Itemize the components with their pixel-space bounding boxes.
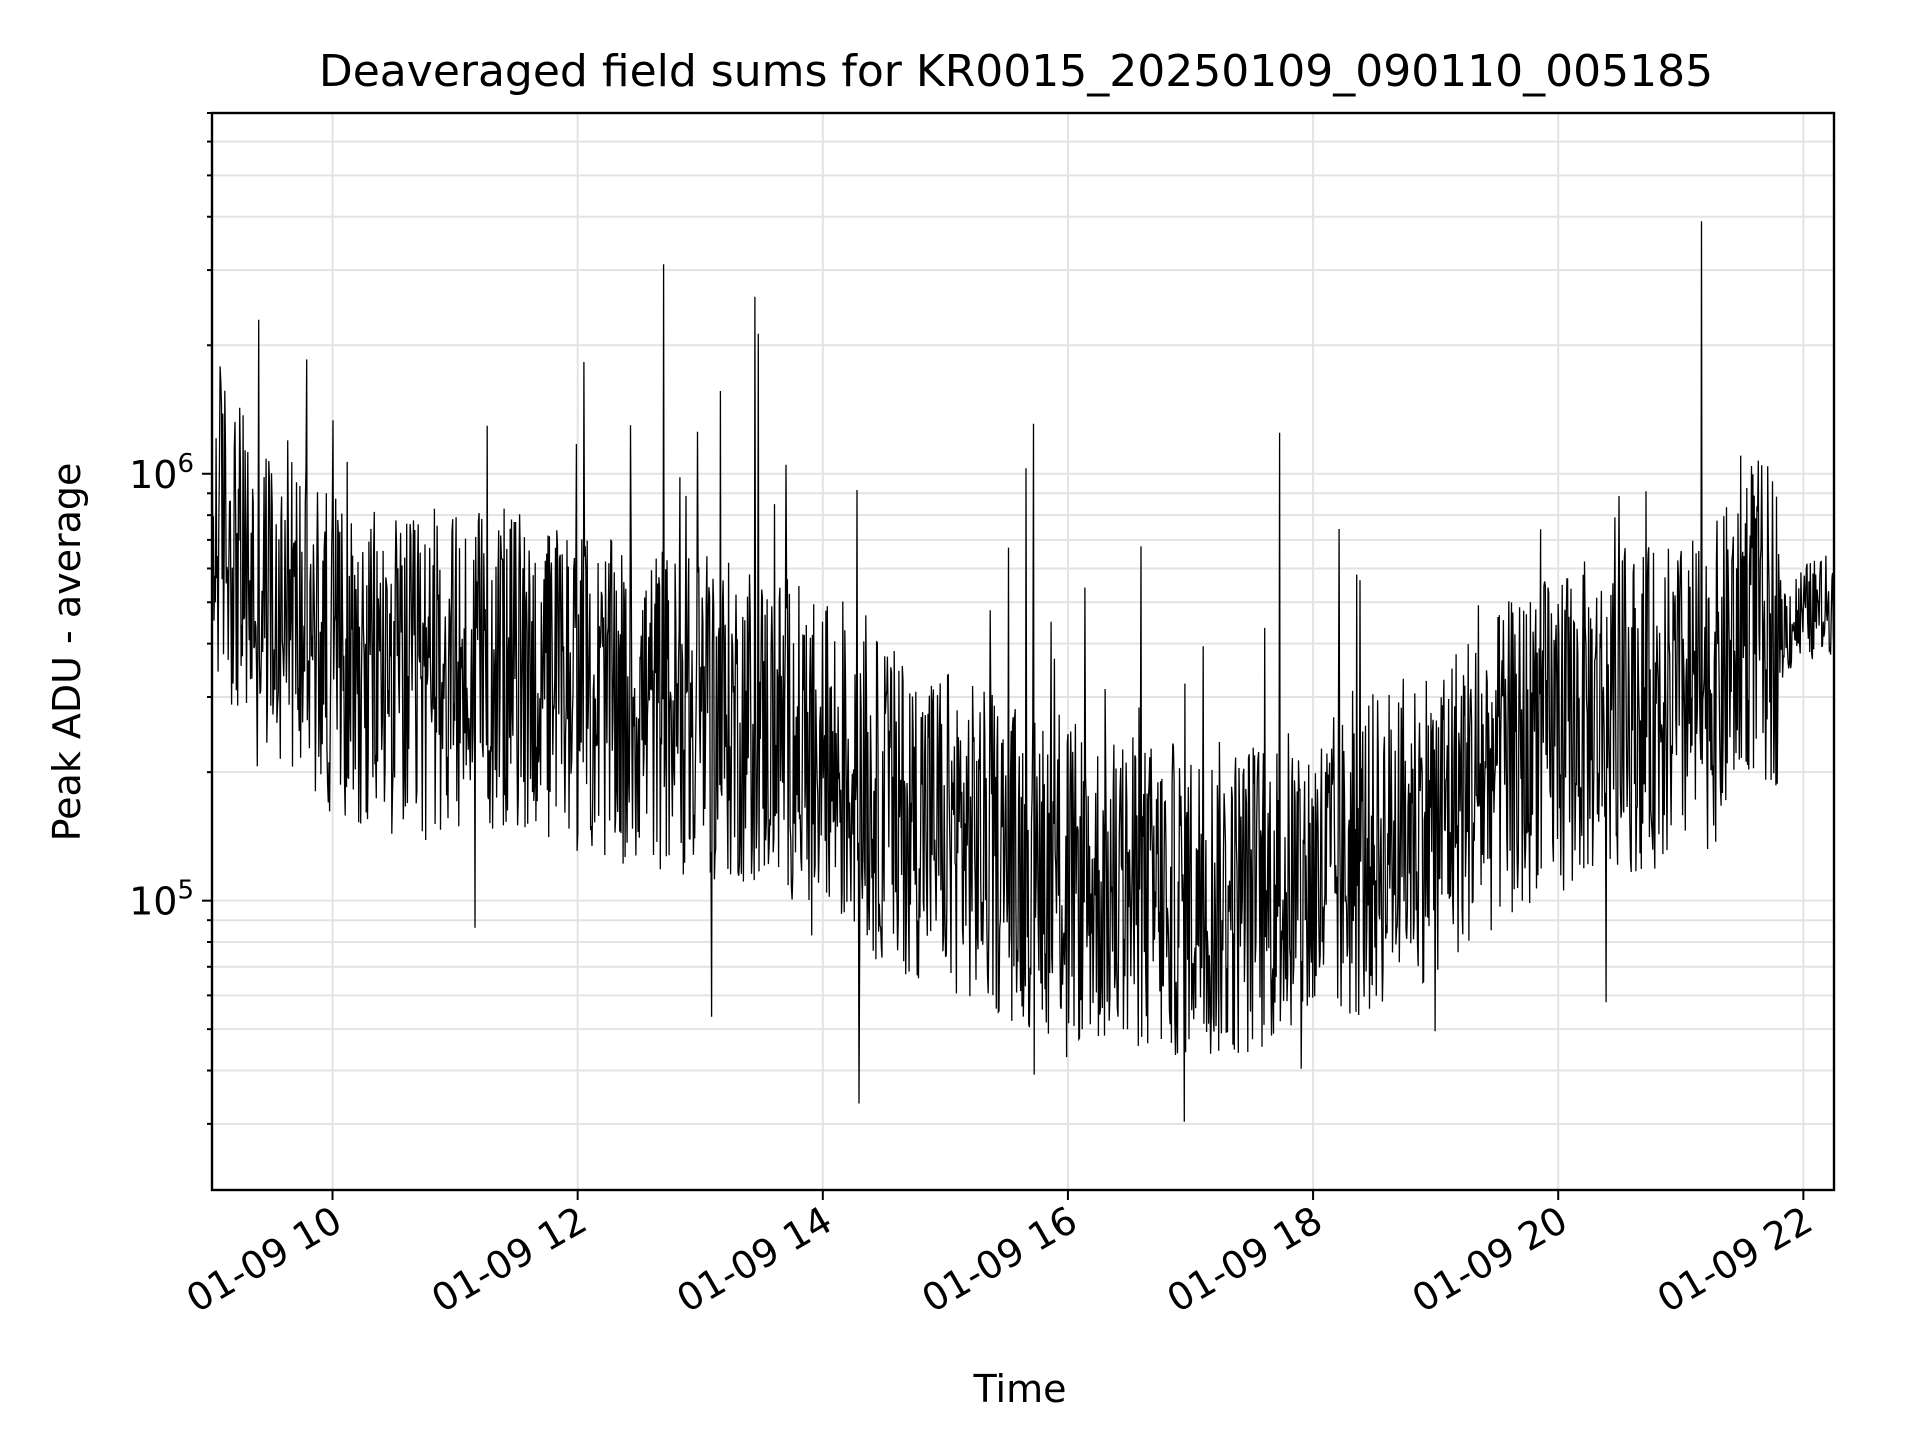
x-tick-label: 01-09 18 — [1160, 1198, 1330, 1322]
y-tick-label: 106 — [129, 449, 194, 497]
x-tick-label: 01-09 20 — [1405, 1198, 1575, 1322]
chart-title: Deaveraged field sums for KR0015_2025010… — [319, 46, 1713, 97]
x-tick-label: 01-09 12 — [424, 1198, 594, 1322]
series-line — [211, 221, 1835, 1122]
x-tick-label: 01-09 22 — [1650, 1198, 1820, 1322]
y-tick-label: 105 — [129, 876, 194, 924]
y-axis-label: Peak ADU - average — [45, 463, 89, 842]
x-tick-label: 01-09 10 — [179, 1198, 349, 1322]
x-tick-label: 01-09 14 — [669, 1198, 839, 1322]
x-tick-label: 01-09 16 — [914, 1198, 1084, 1322]
plot-frame — [210, 111, 1836, 1192]
x-axis-label: Time — [973, 1367, 1067, 1411]
plot-area — [211, 221, 1835, 1122]
